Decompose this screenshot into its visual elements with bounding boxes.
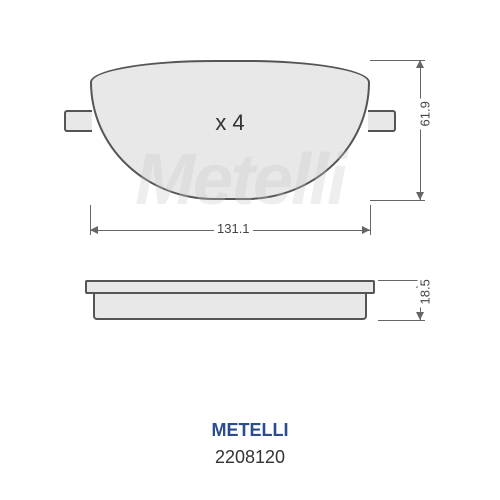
technical-diagram: Metelli x 4 61.9 131.1 18.5 bbox=[30, 30, 450, 390]
brand-name: METELLI bbox=[0, 420, 500, 441]
width-dimension: 131.1 bbox=[214, 221, 253, 236]
pad-mounting-ear-left bbox=[64, 110, 92, 132]
quantity-label: x 4 bbox=[215, 110, 244, 136]
arrow-right-icon bbox=[362, 226, 370, 234]
part-number: 2208120 bbox=[0, 447, 500, 468]
brake-pad-side-view bbox=[85, 280, 375, 320]
product-caption: METELLI 2208120 bbox=[0, 420, 500, 468]
arrow-down-icon-2 bbox=[416, 312, 424, 320]
arrow-up-icon bbox=[416, 60, 424, 68]
thickness-dimension: 18.5 bbox=[418, 276, 433, 307]
arrow-left-icon bbox=[90, 226, 98, 234]
ext-line-bottom bbox=[370, 200, 425, 201]
brake-pad-face-view: x 4 bbox=[90, 60, 370, 200]
ext-line-thk-bot bbox=[378, 320, 425, 321]
backing-plate bbox=[85, 280, 375, 294]
ext-line-right bbox=[370, 205, 371, 235]
arrow-down-icon bbox=[416, 192, 424, 200]
height-dimension: 61.9 bbox=[418, 98, 433, 129]
pad-mounting-ear-right bbox=[368, 110, 396, 132]
friction-material bbox=[93, 294, 367, 320]
height-dim-line bbox=[420, 60, 421, 200]
